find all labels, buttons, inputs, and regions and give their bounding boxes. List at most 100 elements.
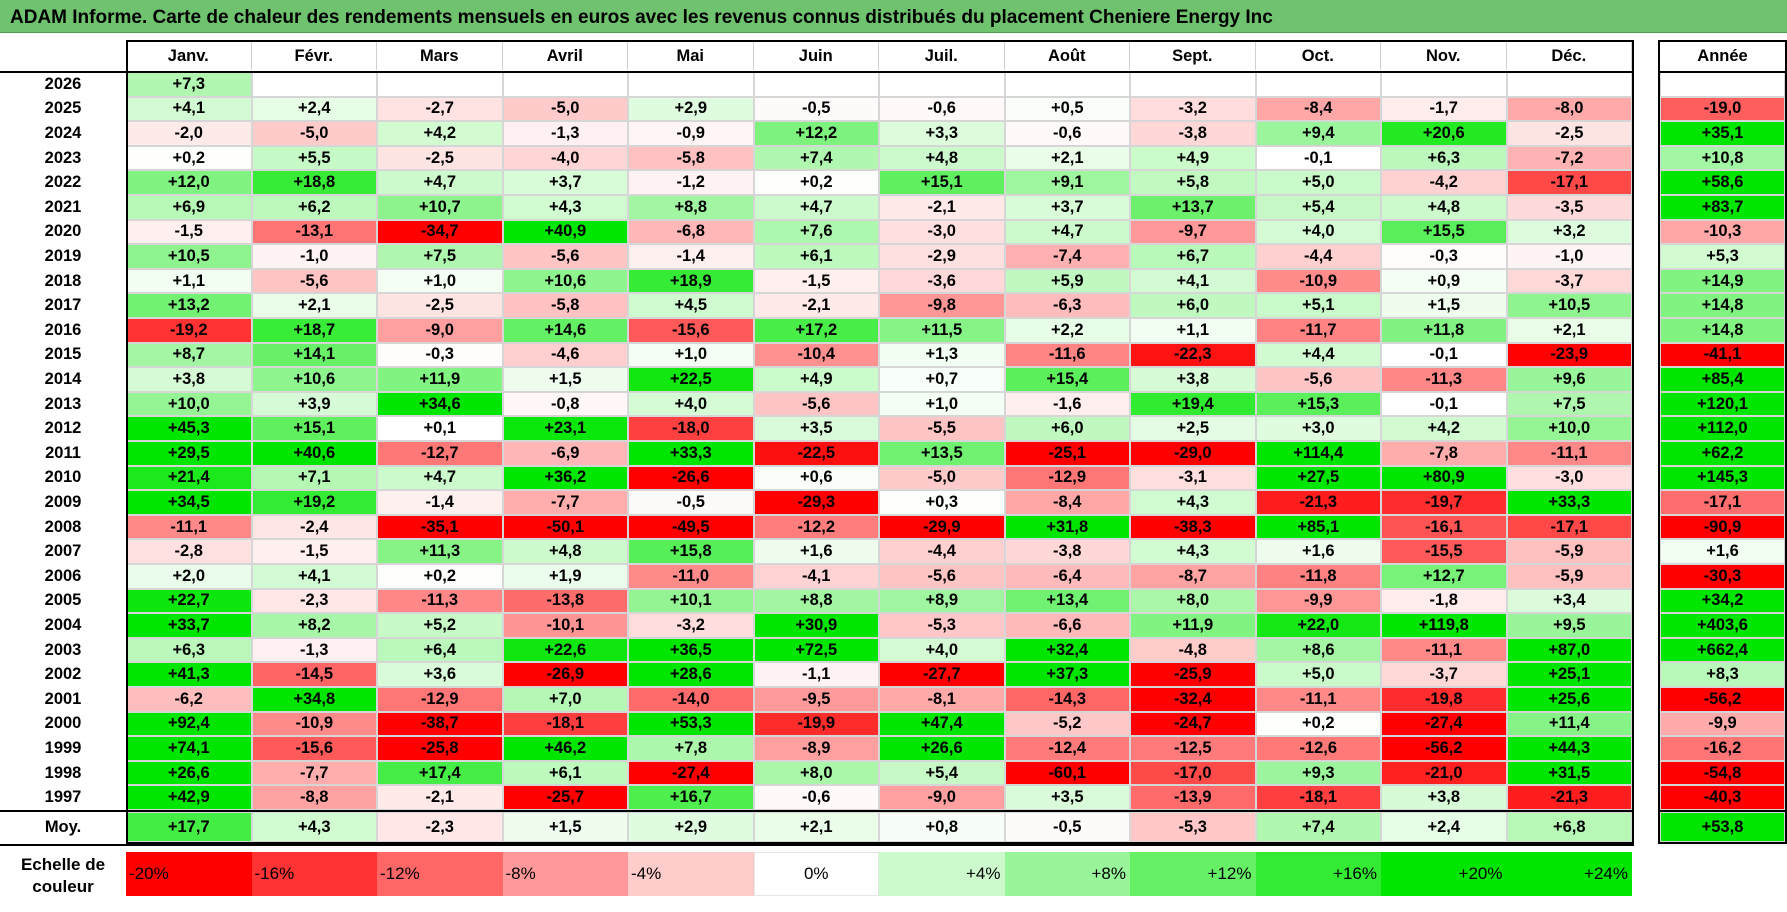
year-label: 2003 (44, 640, 82, 659)
heatmap-cell: -11,3 (1381, 367, 1507, 392)
heatmap-cell: -4,0 (502, 145, 628, 171)
heatmap-cell: +4,9 (1130, 145, 1256, 171)
heatmap-cell: +37,3 (1004, 662, 1130, 687)
annual-cell: -41,1 (1660, 342, 1785, 368)
heatmap-cell: -21,0 (1381, 760, 1507, 786)
heatmap-cell: -7,7 (502, 490, 628, 515)
month-header: Mars (377, 42, 503, 70)
heatmap-cell: +14,1 (251, 342, 377, 368)
heatmap-cell: -12,6 (1255, 736, 1381, 761)
heatmap-cell: -1,3 (502, 121, 628, 146)
heatmap-cell: -27,4 (628, 760, 754, 786)
heatmap-cell: +29,5 (126, 441, 252, 466)
heatmap-cell: +92,4 (126, 711, 252, 737)
heatmap-cell: -17,1 (1506, 514, 1632, 540)
heatmap-cell: +33,7 (126, 613, 252, 638)
heatmap-cell: +0,2 (1255, 711, 1381, 737)
year-label: 2024 (44, 123, 82, 142)
heatmap-cell: +45,3 (126, 416, 252, 441)
heatmap-cell: -5,6 (753, 391, 879, 417)
heatmap-cell: +17,4 (377, 760, 503, 786)
heatmap-cell: -4,6 (502, 342, 628, 368)
heatmap-cell: +8,9 (879, 588, 1005, 614)
year-label: 2015 (44, 345, 82, 364)
heatmap-cell: +6,1 (753, 244, 879, 269)
heatmap-cell: +13,7 (1130, 195, 1256, 220)
annual-cell: +14,8 (1660, 318, 1785, 343)
month-header: Oct. (1256, 42, 1381, 70)
annual-cell: -90,9 (1660, 514, 1785, 540)
heatmap-cell: -19,7 (1381, 490, 1507, 515)
heatmap-cell (879, 72, 1005, 97)
heatmap-cell: -5,5 (879, 416, 1005, 441)
year-label: 2000 (44, 714, 82, 733)
year-label: 2005 (44, 591, 82, 610)
year-label: 1999 (44, 738, 82, 757)
heatmap-cell: +5,0 (1255, 662, 1381, 687)
heatmap-cell: +3,6 (377, 662, 503, 687)
heatmap-cell: -16,1 (1381, 514, 1507, 540)
heatmap-cell: +6,3 (126, 637, 252, 663)
heatmap-cell: -7,7 (251, 760, 377, 786)
heatmap-cell: -1,6 (1004, 391, 1130, 417)
heatmap-cell: +4,1 (1130, 268, 1256, 294)
heatmap-cell: +0,2 (126, 145, 252, 171)
heatmap-cell: +6,3 (1381, 145, 1507, 171)
annual-cell: +112,0 (1660, 416, 1785, 441)
annual-cell: +1,6 (1660, 539, 1785, 564)
average-cell: +6,8 (1506, 812, 1632, 842)
heatmap-cell: -4,2 (1381, 170, 1507, 195)
annual-average-cell: +53,8 (1660, 812, 1785, 842)
heatmap-cell: +15,8 (628, 539, 754, 564)
heatmap-cell: +0,3 (879, 490, 1005, 515)
year-label: 2010 (44, 468, 82, 487)
year-label: 2013 (44, 394, 82, 413)
heatmap-cell: -8,7 (1130, 564, 1256, 589)
heatmap-cell: +9,1 (1004, 170, 1130, 195)
heatmap-cell: +5,5 (251, 145, 377, 171)
heatmap-cell: -7,8 (1381, 441, 1507, 466)
heatmap-cell: +3,8 (126, 367, 252, 392)
heatmap-cell: +4,8 (502, 539, 628, 564)
annual-cell: -56,2 (1660, 687, 1785, 712)
heatmap-cell: +4,0 (879, 637, 1005, 663)
heatmap-cell: -18,1 (1255, 785, 1381, 810)
heatmap-cell: +4,3 (502, 195, 628, 220)
heatmap-cell: -11,8 (1255, 564, 1381, 589)
heatmap-cell: -29,9 (879, 514, 1005, 540)
year-label: 2006 (44, 566, 82, 585)
heatmap-cell: +7,4 (753, 145, 879, 171)
heatmap-cell: -24,7 (1130, 711, 1256, 737)
annual-cell (1660, 72, 1785, 97)
heatmap-cell (753, 72, 879, 97)
heatmap-cell: +4,7 (377, 465, 503, 491)
heatmap-cell: +6,0 (1004, 416, 1130, 441)
heatmap-cell: -12,4 (1004, 736, 1130, 761)
heatmap-cell: -3,8 (1004, 539, 1130, 564)
heatmap-cell: -5,6 (251, 268, 377, 294)
heatmap-cell: -2,9 (879, 244, 1005, 269)
heatmap-cell: +8,6 (1255, 637, 1381, 663)
month-header: Nov. (1381, 42, 1507, 70)
heatmap-cell: -29,0 (1130, 441, 1256, 466)
scale-swatch: -4% (628, 852, 754, 896)
scale-swatch: +4% (879, 852, 1005, 896)
heatmap-cell: -8,4 (1004, 490, 1130, 515)
heatmap-cell: +5,2 (377, 613, 503, 638)
heatmap-cell: -0,1 (1381, 342, 1507, 368)
heatmap-cell: -12,9 (1004, 465, 1130, 491)
heatmap-cell: +4,8 (879, 145, 1005, 171)
annual-cell: +403,6 (1660, 613, 1785, 638)
heatmap-cell: +32,4 (1004, 637, 1130, 663)
heatmap-cell: +33,3 (1506, 490, 1632, 515)
heatmap-cell: -5,6 (879, 564, 1005, 589)
heatmap-cell: -11,0 (628, 564, 754, 589)
heatmap-cell: +4,0 (1255, 219, 1381, 245)
heatmap-cell: +87,0 (1506, 637, 1632, 663)
heatmap-cell: +15,1 (251, 416, 377, 441)
heatmap-cell: -21,3 (1506, 785, 1632, 810)
year-label: 2020 (44, 222, 82, 241)
heatmap-cell: -9,8 (879, 293, 1005, 318)
heatmap-cell: +1,1 (126, 268, 252, 294)
month-header: Juil. (879, 42, 1005, 70)
